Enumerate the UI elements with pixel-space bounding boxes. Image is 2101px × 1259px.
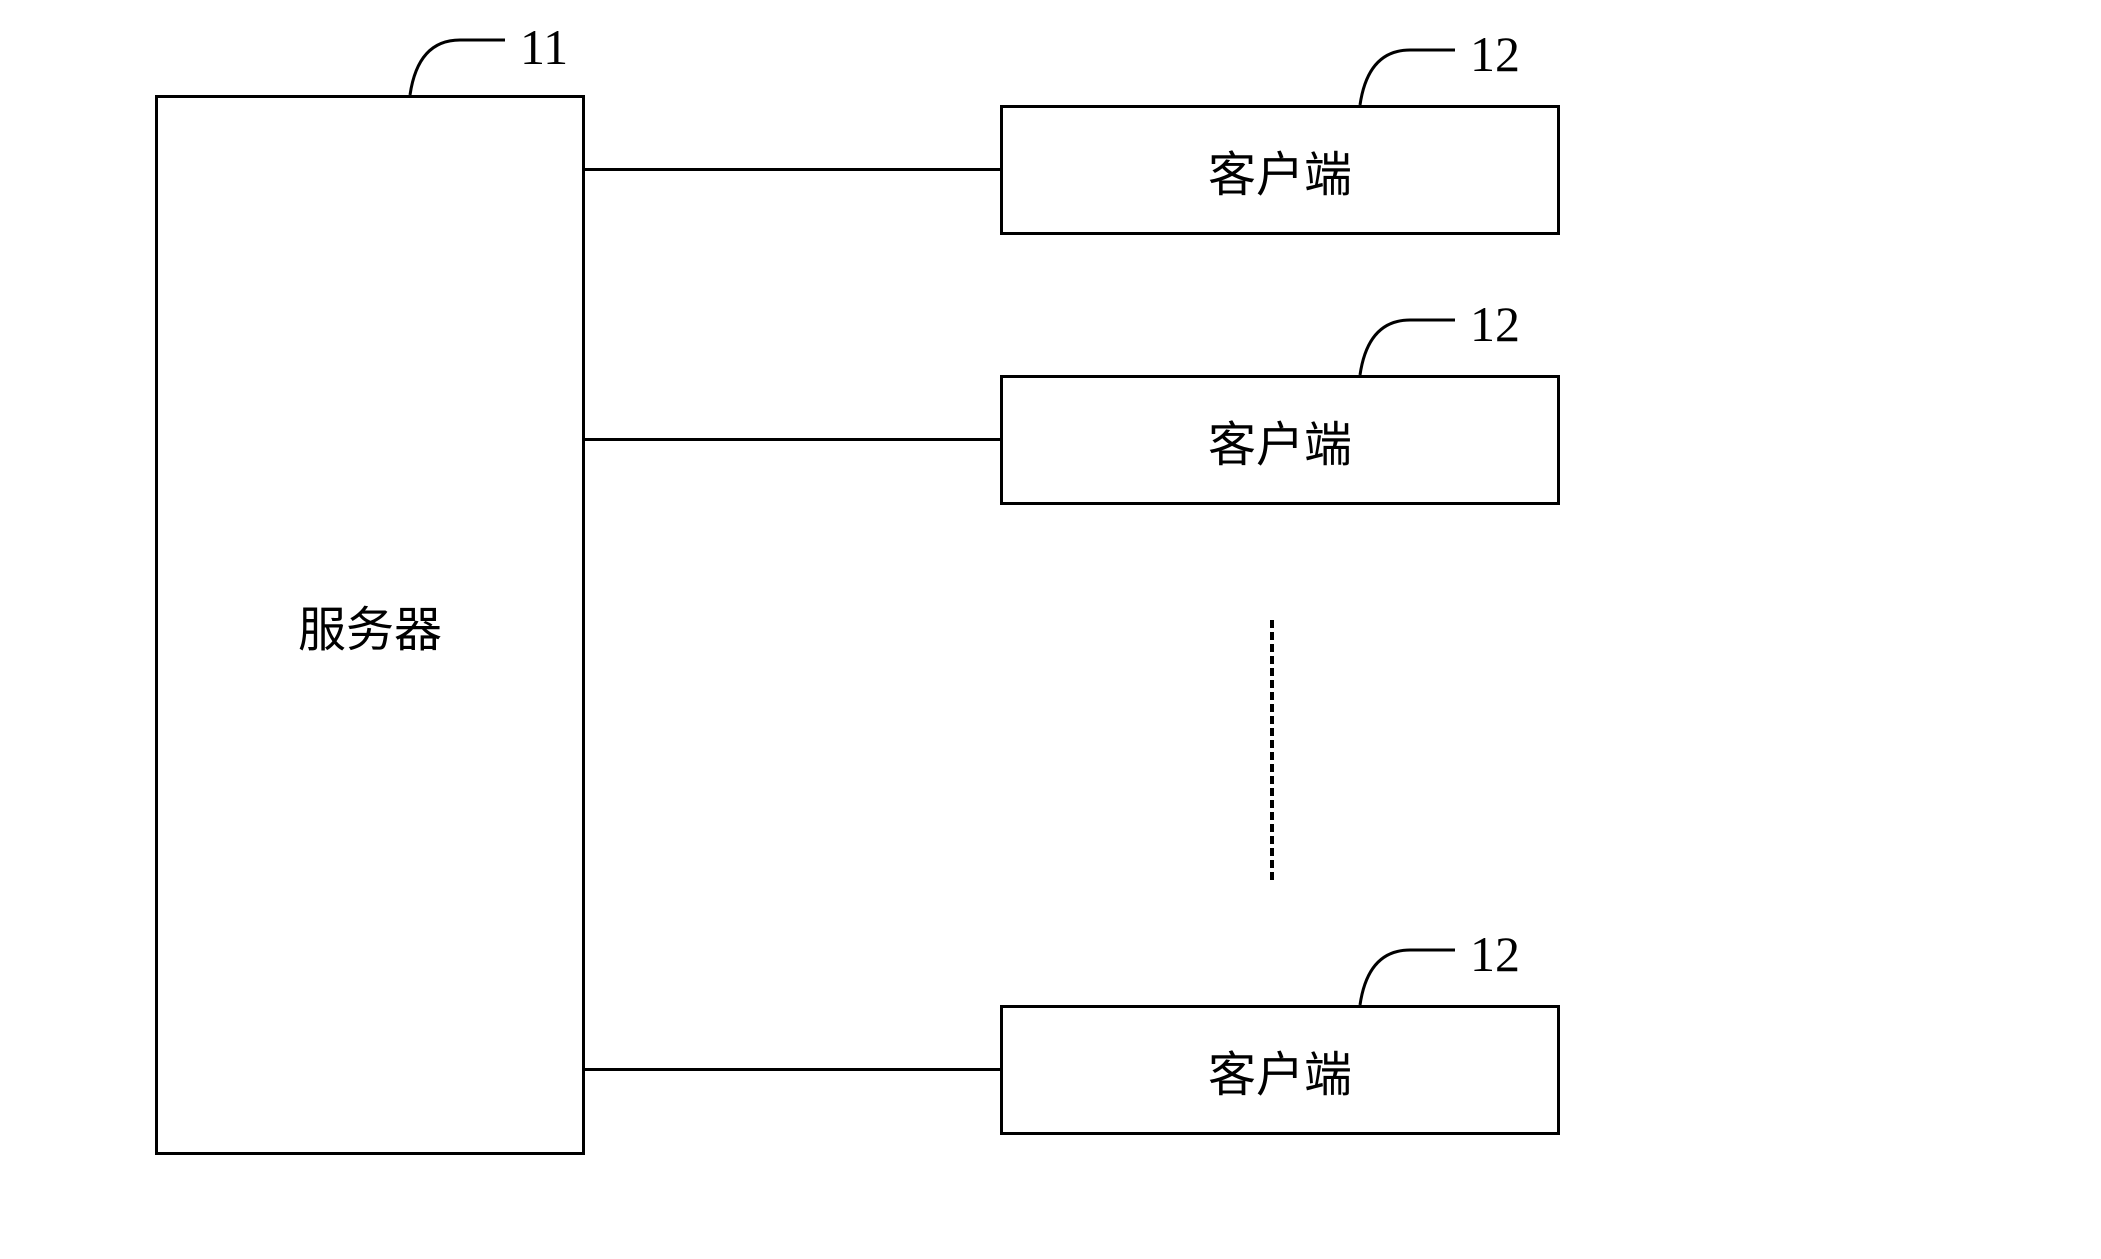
client-ref-3: 12 <box>1470 925 1520 983</box>
client-label-3: 客户端 <box>1208 1035 1352 1105</box>
client-label-1: 客户端 <box>1208 135 1352 205</box>
server-label: 服务器 <box>298 590 442 660</box>
diagram-canvas: 服务器 11 客户端 12 客户端 12 客户端 12 <box>0 0 2101 1259</box>
connector-1 <box>585 168 1000 171</box>
client-callout-3 <box>1350 940 1460 1008</box>
client-box-3: 客户端 <box>1000 1005 1560 1135</box>
server-callout <box>400 30 510 98</box>
client-ref-2: 12 <box>1470 295 1520 353</box>
ellipsis-dots <box>1270 620 1274 880</box>
server-ref-number: 11 <box>520 18 568 76</box>
client-callout-2 <box>1350 310 1460 378</box>
connector-3 <box>585 1068 1000 1071</box>
client-label-2: 客户端 <box>1208 405 1352 475</box>
client-box-2: 客户端 <box>1000 375 1560 505</box>
server-box: 服务器 <box>155 95 585 1155</box>
client-callout-1 <box>1350 40 1460 108</box>
client-box-1: 客户端 <box>1000 105 1560 235</box>
connector-2 <box>585 438 1000 441</box>
client-ref-1: 12 <box>1470 25 1520 83</box>
